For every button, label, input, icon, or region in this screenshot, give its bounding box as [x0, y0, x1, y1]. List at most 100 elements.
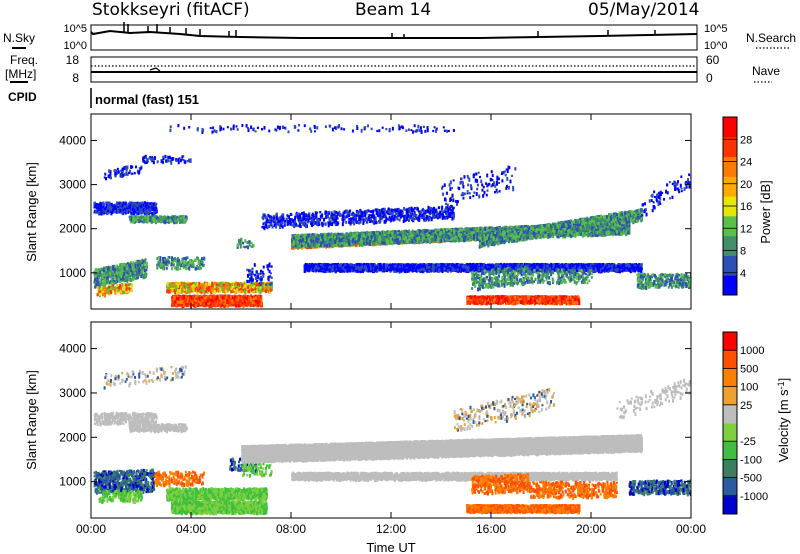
data-cell	[104, 271, 107, 276]
data-cell	[93, 206, 96, 209]
data-cell	[95, 272, 98, 276]
data-cell	[142, 259, 145, 264]
data-cell	[140, 165, 143, 169]
data-cell	[209, 303, 212, 307]
data-cell	[117, 278, 120, 282]
data-cell	[116, 272, 119, 277]
beam-title: Beam 14	[355, 0, 431, 20]
data-cell	[181, 158, 184, 161]
data-cell	[93, 210, 96, 214]
data-cell	[179, 300, 182, 305]
data-cell	[186, 299, 189, 303]
data-cell	[209, 296, 212, 300]
data-cell	[177, 157, 180, 162]
data-cell	[113, 208, 116, 212]
nsky-panel	[90, 22, 698, 51]
data-cell	[100, 211, 103, 216]
data-cell	[124, 211, 127, 214]
cpid-value: normal (fast) 151	[95, 92, 199, 107]
data-cell	[201, 299, 204, 302]
data-cell	[181, 155, 184, 158]
data-cell	[189, 264, 192, 267]
data-cell	[126, 205, 129, 208]
data-cell	[121, 211, 124, 215]
data-cell	[166, 219, 169, 222]
data-cell	[171, 217, 174, 221]
data-cell	[129, 283, 132, 286]
data-cell	[236, 290, 239, 293]
data-cell	[234, 281, 237, 285]
data-cell	[121, 173, 124, 177]
data-cell	[180, 295, 183, 300]
data-cell	[225, 296, 228, 299]
freq-tick-bottom: 8	[72, 71, 79, 85]
data-cell	[260, 302, 263, 306]
data-cell	[198, 299, 201, 303]
data-cell	[98, 205, 101, 208]
data-cell	[182, 297, 185, 302]
data-cell	[120, 270, 123, 275]
data-cell	[118, 275, 121, 279]
data-cell	[220, 281, 223, 285]
data-cell	[198, 281, 201, 286]
data-cell	[107, 209, 110, 212]
data-cell	[117, 268, 120, 273]
data-cell	[129, 201, 132, 204]
data-cell	[238, 242, 241, 246]
data-cell	[126, 267, 129, 271]
data-cell	[130, 205, 133, 208]
data-cell	[177, 266, 180, 271]
data-cell	[182, 265, 185, 269]
data-cell	[142, 273, 145, 278]
data-cell	[145, 267, 148, 270]
date-title: 05/May/2014	[588, 0, 700, 20]
data-cell	[201, 263, 204, 266]
data-cell	[120, 285, 123, 288]
data-cell	[134, 211, 137, 214]
data-cell	[250, 288, 253, 292]
data-cell	[195, 256, 198, 259]
data-cell	[138, 206, 141, 210]
data-cell	[223, 298, 226, 302]
data-cell	[176, 298, 179, 303]
data-cell	[147, 208, 150, 213]
data-cell	[175, 220, 178, 225]
data-cell	[171, 299, 174, 303]
data-cell	[233, 302, 236, 305]
freq-unit: [MHz]	[5, 67, 36, 81]
data-cell	[248, 240, 251, 243]
data-cell	[213, 301, 216, 306]
data-cell	[115, 274, 118, 278]
data-cell	[129, 271, 132, 276]
data-cell	[197, 256, 200, 260]
data-cell	[218, 297, 221, 301]
data-cell	[205, 296, 208, 300]
data-cell	[203, 295, 206, 299]
data-cell	[145, 263, 148, 267]
data-cell	[237, 302, 240, 305]
data-cell	[102, 271, 105, 274]
data-cell	[170, 259, 173, 264]
data-cell	[143, 218, 146, 223]
data-cell	[183, 287, 186, 290]
data-cell	[239, 303, 242, 308]
data-cell	[123, 262, 126, 267]
data-cell	[135, 208, 138, 213]
data-cell	[103, 266, 106, 269]
data-cell	[107, 266, 110, 270]
data-cell	[124, 277, 127, 280]
data-cell	[197, 266, 200, 270]
data-cell	[174, 257, 177, 261]
data-cell	[116, 202, 119, 206]
data-cell	[270, 285, 273, 290]
data-cell	[133, 171, 136, 175]
data-cell	[186, 297, 189, 301]
data-cell	[167, 256, 170, 259]
data-cell	[150, 157, 153, 161]
data-cell	[134, 203, 137, 207]
data-cell	[99, 278, 102, 282]
data-cell	[201, 258, 204, 261]
data-cell	[244, 246, 247, 249]
data-cell	[201, 264, 204, 268]
data-cell	[136, 211, 139, 216]
